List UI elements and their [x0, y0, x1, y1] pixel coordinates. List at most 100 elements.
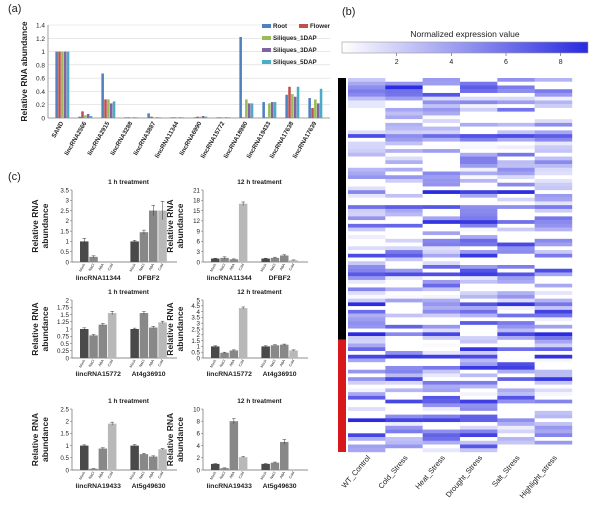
- bar-Flower: [81, 111, 84, 118]
- heatmap-cell: [460, 164, 498, 168]
- heatmap-cell: [348, 433, 386, 438]
- heatmap-cell: [422, 261, 461, 266]
- heatmap-cell: [460, 291, 498, 296]
- heatmap-cell: [348, 246, 386, 251]
- heatmap-cell: [422, 175, 461, 180]
- heatmap-cell: [460, 167, 498, 172]
- heatmap-cell: [460, 145, 498, 150]
- heatmap-cell: [460, 365, 498, 370]
- heatmap-cell: [497, 302, 535, 307]
- heatmap-cell: [497, 347, 535, 352]
- heatmap-cell: [385, 246, 423, 251]
- heatmap-cell: [534, 317, 573, 322]
- y-tick-label: 3.5: [60, 187, 69, 194]
- heatmap-cell: [348, 134, 386, 139]
- group-label: At5g49630: [263, 483, 297, 490]
- heatmap-cell: [348, 425, 386, 430]
- heatmap-cell: [460, 137, 498, 142]
- heatmap-cell: [497, 433, 535, 438]
- heatmap-cell: [497, 291, 535, 296]
- heatmap-cell: [460, 205, 498, 210]
- bar: [261, 346, 270, 358]
- heatmap-cell: [497, 167, 535, 172]
- heatmap-cell: [422, 272, 461, 277]
- heatmap-cell: [460, 178, 498, 183]
- heatmap-cell: [497, 92, 535, 97]
- heatmap-cell: [348, 336, 386, 340]
- bar-Flower: [58, 51, 61, 119]
- y-tick-label: 2: [66, 218, 70, 225]
- group-label: lincRNA15772: [76, 371, 122, 378]
- heatmap-cell: [385, 104, 423, 109]
- bar-Siliques_1DAP: [107, 99, 110, 118]
- legend: Root Flower Siliques_1DAP Siliques_3DAP Sili…: [262, 23, 331, 66]
- treatment-label: NaCl: [219, 471, 227, 480]
- heatmap-cell: [534, 377, 573, 382]
- heatmap-cell: [385, 336, 423, 340]
- bar-Root: [262, 102, 265, 118]
- heatmap-cell: [497, 384, 535, 389]
- heatmap-cell: [534, 265, 573, 269]
- heatmap-cell: [422, 92, 461, 97]
- heatmap-cell: [385, 201, 423, 206]
- heatmap-cell: [348, 403, 386, 408]
- heatmap-cell: [497, 212, 535, 217]
- heatmap-cell: [460, 216, 498, 221]
- bar-Siliques_3DAP: [247, 103, 251, 118]
- y-tick-label: 0.75: [57, 334, 70, 341]
- y-tick-label: 0: [66, 355, 70, 362]
- bar-Siliques_5DAP: [181, 117, 185, 118]
- heatmap-cell: [497, 317, 535, 322]
- heatmap-cell: [497, 339, 535, 344]
- heatmap-cell: [385, 362, 423, 367]
- heatmap-cell: [497, 78, 535, 82]
- heatmap-cell: [422, 235, 461, 240]
- heatmap-cell: [497, 85, 535, 90]
- heatmap-cell: [534, 388, 573, 393]
- heatmap-cell: [460, 392, 498, 397]
- y-tick-label: 6: [197, 239, 201, 246]
- heatmap-cell: [497, 100, 535, 105]
- heatmap-cell: [385, 302, 423, 307]
- heatmap-cell: [497, 332, 535, 337]
- heatmap-cell: [422, 392, 461, 397]
- heatmap-cell: [534, 380, 573, 385]
- heatmap-cell: [460, 220, 498, 225]
- heatmap-cell: [534, 321, 573, 326]
- x-tick-label: lincRNA15772: [200, 120, 227, 160]
- heatmap-cell: [385, 134, 423, 139]
- y-tick-label: 0: [41, 116, 45, 123]
- treatment-label: ABA: [148, 358, 155, 367]
- heatmap-cell: [460, 268, 498, 273]
- bar-Siliques_5DAP: [66, 51, 70, 119]
- heatmap-cell: [422, 433, 461, 438]
- bar-Flower: [104, 99, 107, 118]
- heatmap-cell: [497, 328, 535, 333]
- y-tick-label: 1.5: [60, 431, 69, 438]
- treatment-label: Cold: [288, 263, 295, 271]
- treatment-label: Cold: [157, 359, 164, 367]
- bar-Siliques_3DAP: [293, 96, 297, 118]
- heatmap-cell: [348, 178, 386, 183]
- heatmap-cell: [460, 339, 498, 344]
- heatmap-cell: [497, 238, 535, 243]
- heatmap-cell: [460, 141, 498, 146]
- heatmap-cell: [534, 89, 573, 94]
- heatmap-cell: [385, 152, 423, 157]
- heatmap-cell: [385, 268, 423, 273]
- heatmap-cell: [534, 160, 573, 165]
- treatment-label: Mock: [78, 359, 86, 369]
- heatmap-cell: [348, 328, 386, 333]
- heatmap-cell: [460, 242, 498, 247]
- heatmap-cell: [497, 362, 535, 367]
- heatmap-cell: [385, 403, 423, 408]
- treatment-label: NaCl: [138, 471, 146, 480]
- heatmap-cell: [385, 171, 423, 176]
- heatmap-cell: [385, 291, 423, 296]
- heatmap-cell: [348, 190, 386, 195]
- treatment-label: NaCl: [88, 263, 96, 272]
- heatmap-cell: [422, 313, 461, 318]
- heatmap-cell: [534, 96, 573, 101]
- heatmap-cell: [534, 358, 573, 363]
- bar-Flower: [196, 116, 199, 118]
